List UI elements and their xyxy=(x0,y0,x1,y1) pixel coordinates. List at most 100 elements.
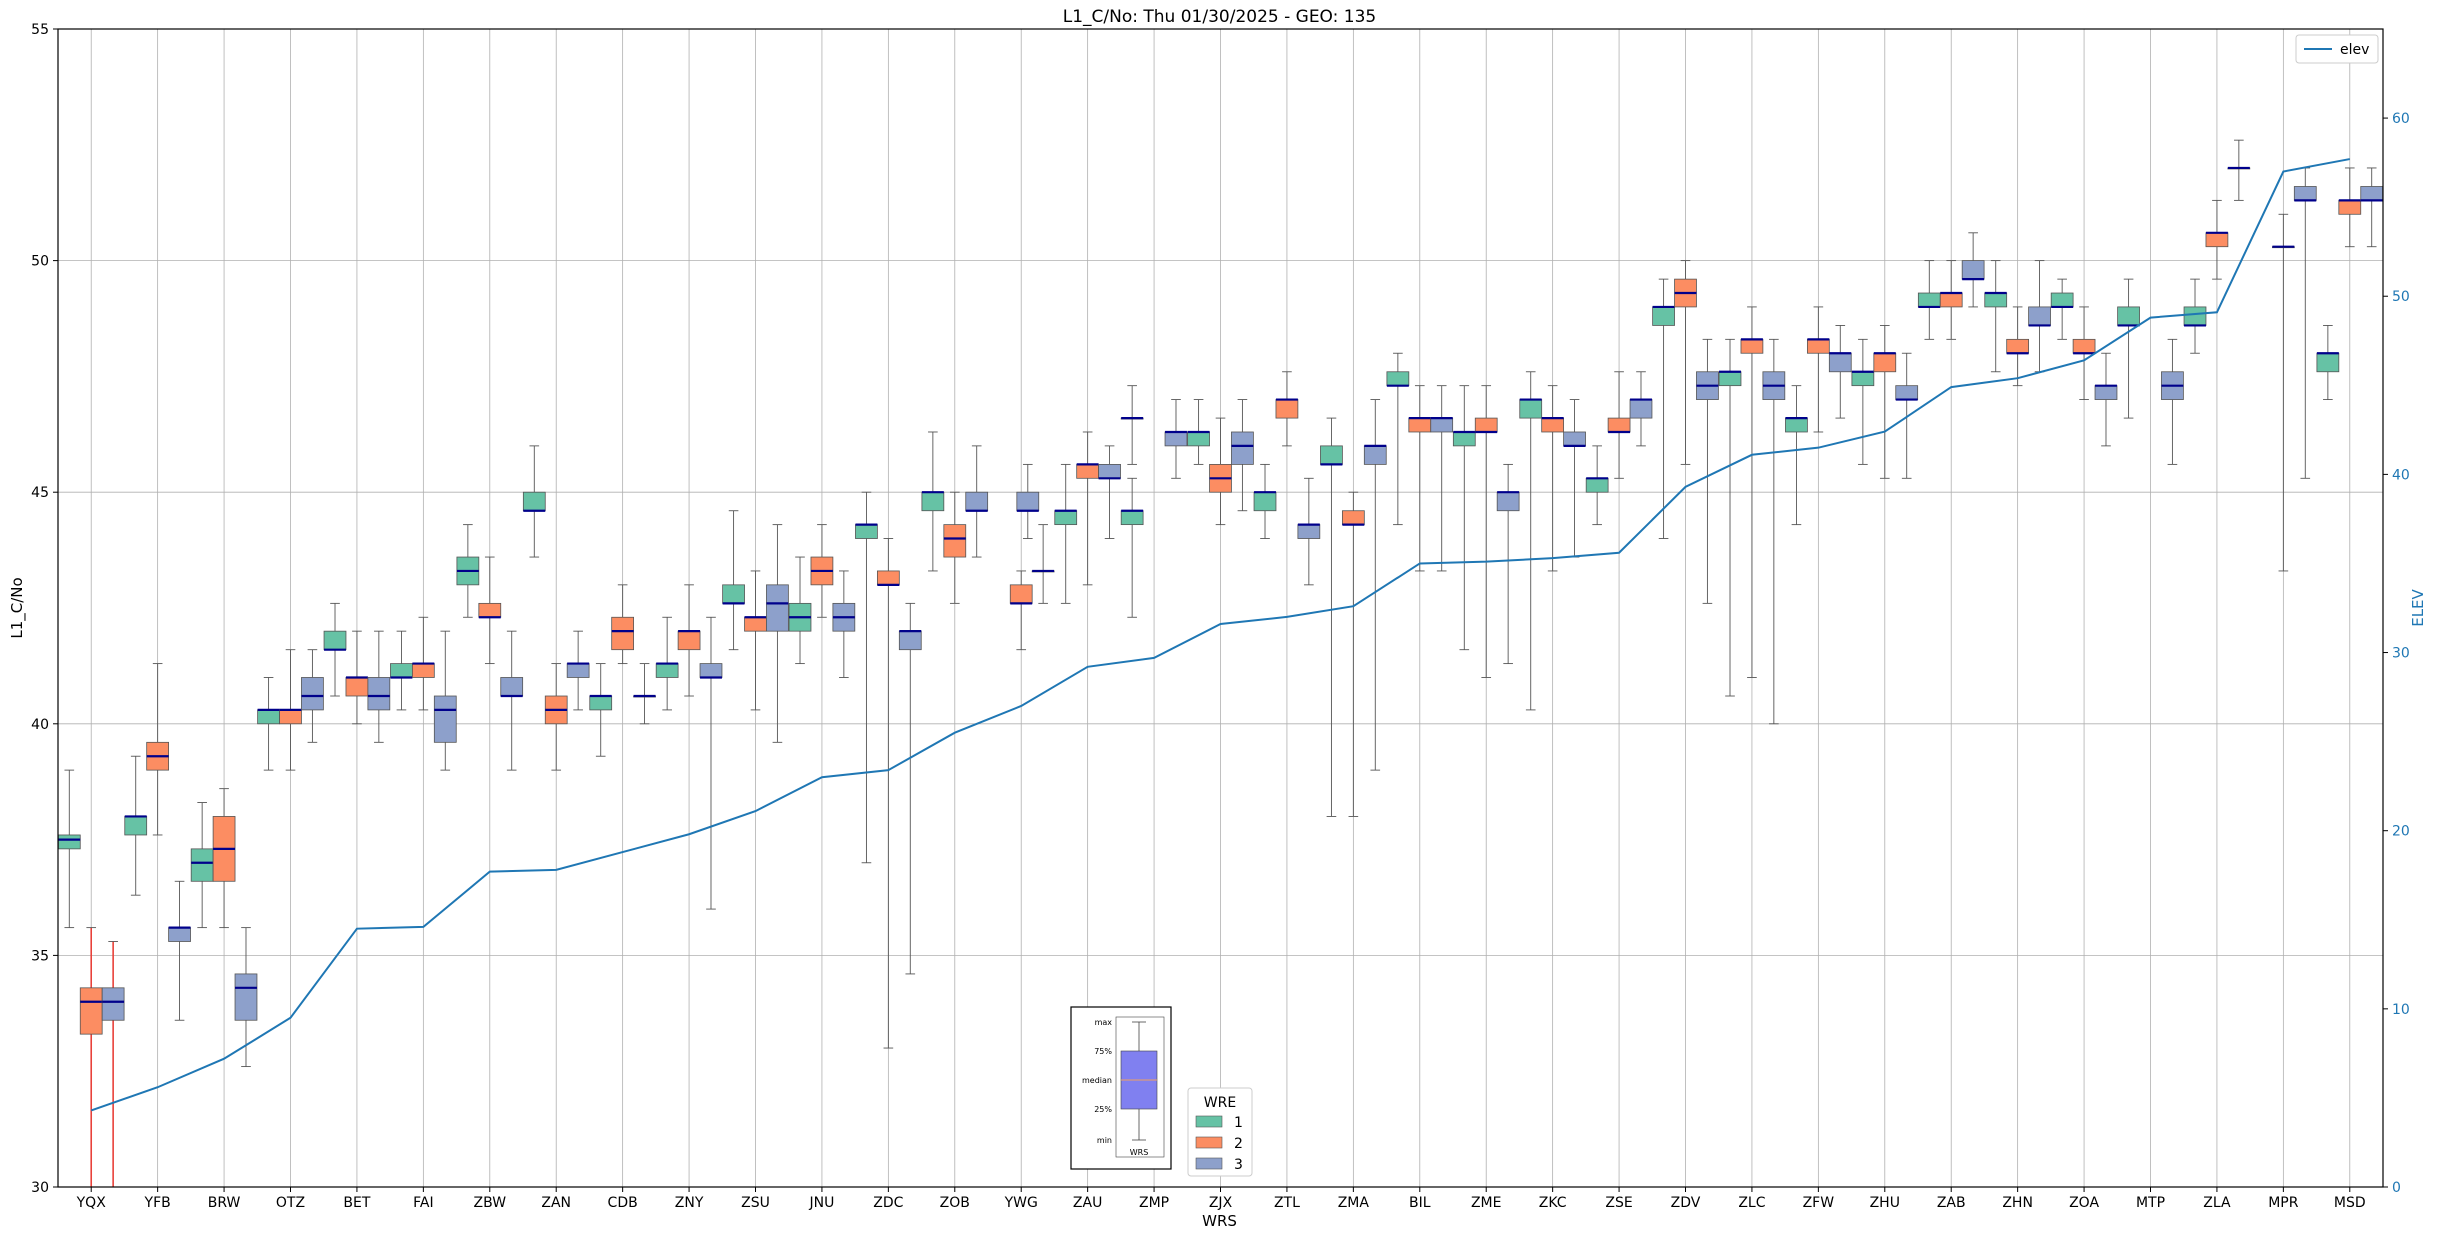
x-tick-label: ZDV xyxy=(1671,1195,1701,1211)
box-iqr xyxy=(279,709,302,725)
box-iqr xyxy=(500,677,524,697)
box-iqr xyxy=(744,616,767,632)
wre-legend-swatch-2 xyxy=(1195,1136,1223,1149)
box-iqr xyxy=(1231,431,1254,465)
box-iqr xyxy=(1408,417,1432,433)
box-iqr xyxy=(1895,385,1919,400)
x-tick-label: ZOB xyxy=(940,1195,970,1211)
x-tick-label: ZMA xyxy=(1338,1195,1370,1211)
box-iqr xyxy=(1120,510,1144,526)
wre-legend-label-1: 1 xyxy=(1234,1115,1243,1131)
x-tick-label: YFB xyxy=(144,1195,171,1211)
y2-tick-label: 30 xyxy=(2392,646,2410,662)
x-tick-label: JNU xyxy=(808,1195,834,1211)
x-tick-label: YQX xyxy=(76,1195,107,1211)
wre-legend-swatch-3 xyxy=(1195,1157,1223,1170)
box-iqr xyxy=(345,677,369,697)
box-iqr xyxy=(1563,431,1586,447)
box-iqr xyxy=(1496,491,1520,512)
box-iqr xyxy=(2338,199,2362,215)
box-iqr xyxy=(1098,464,1121,479)
box-iqr xyxy=(1341,510,1365,526)
box-iqr xyxy=(1851,371,1875,387)
box-iqr xyxy=(943,524,967,558)
x-tick-label: ZFW xyxy=(1803,1195,1835,1211)
box-iqr xyxy=(1474,417,1498,433)
y2-tick-label: 0 xyxy=(2392,1180,2401,1196)
box-iqr xyxy=(411,663,435,678)
grid-layer xyxy=(58,28,2383,1188)
box-iqr xyxy=(1585,477,1609,493)
x-tick-label: ZMP xyxy=(1139,1195,1169,1211)
x-tick-label: ZLA xyxy=(2203,1195,2231,1211)
y-tick-label: 50 xyxy=(31,254,49,270)
box-iqr xyxy=(1740,338,1764,354)
box-iqr xyxy=(190,848,214,882)
y-tick-label: 30 xyxy=(31,1180,49,1196)
box-iqr xyxy=(1917,292,1941,308)
box-iqr xyxy=(965,491,989,512)
box-iqr xyxy=(2050,292,2074,308)
y-axis-title: L1_C/No xyxy=(8,577,27,638)
box-iqr xyxy=(1984,292,2008,308)
x-axis-title: WRS xyxy=(1202,1212,1237,1230)
box-iqr xyxy=(766,584,789,632)
wre-legend-title: WRE xyxy=(1204,1095,1236,1111)
x-tick-label: BRW xyxy=(208,1195,241,1211)
box-iqr xyxy=(2360,186,2384,201)
box-iqr xyxy=(1363,445,1387,465)
x-tick-label: MPR xyxy=(2268,1195,2299,1211)
box-layer xyxy=(57,139,2384,1187)
box-iqr xyxy=(1629,399,1653,419)
box-iqr xyxy=(234,973,258,1021)
box-iqr xyxy=(57,834,81,850)
box-iqr xyxy=(367,677,391,711)
box-key-label-min: min xyxy=(1097,1136,1112,1145)
box-iqr xyxy=(1076,464,1100,479)
wre-legend-frame xyxy=(1187,1087,1253,1177)
box-iqr xyxy=(1054,510,1078,526)
box-iqr xyxy=(1718,371,1742,387)
y-tick-label: 40 xyxy=(31,717,49,733)
box-iqr xyxy=(566,663,590,678)
box-iqr xyxy=(1961,260,1985,280)
box-iqr xyxy=(1164,431,1188,447)
box-iqr xyxy=(522,491,546,512)
y2-tick-label: 40 xyxy=(2392,467,2410,483)
elev-legend: elev xyxy=(2295,34,2379,64)
x-tick-label: ZHU xyxy=(1870,1195,1900,1211)
elev-line xyxy=(90,158,2350,1112)
x-tick-label: ZAU xyxy=(1073,1195,1102,1211)
box-iqr xyxy=(257,709,280,725)
box-key-inner-frame xyxy=(1115,1016,1165,1158)
box-iqr xyxy=(855,524,878,539)
x-tick-label: ZNY xyxy=(675,1195,704,1211)
box-key-label-q1: 25% xyxy=(1094,1105,1112,1114)
box-iqr xyxy=(1652,306,1675,326)
y-tick-label: 35 xyxy=(31,948,49,964)
box-iqr xyxy=(898,630,922,651)
box-iqr xyxy=(101,987,125,1021)
box-iqr xyxy=(921,491,945,512)
box-iqr xyxy=(1939,292,1963,308)
y2-tick-label: 50 xyxy=(2392,289,2410,305)
x-tick-label: ZTL xyxy=(1274,1195,1300,1211)
elev-legend-label: elev xyxy=(2340,42,2369,58)
box-iqr xyxy=(611,616,635,651)
box-iqr xyxy=(124,816,148,836)
box-iqr xyxy=(1187,431,1210,447)
box-key-inset: max 75% median 25% min WRS xyxy=(1070,1006,1172,1170)
x-tick-label: ZJX xyxy=(1209,1195,1233,1211)
wre-legend: WRE 1 2 3 xyxy=(1187,1087,1253,1177)
box-iqr xyxy=(589,695,613,711)
y-tick-label: 45 xyxy=(31,485,49,501)
box-iqr xyxy=(1607,417,1631,433)
box-iqr xyxy=(478,602,502,618)
y2-tick-label: 60 xyxy=(2392,111,2410,127)
box-iqr xyxy=(2094,385,2118,400)
box-iqr xyxy=(1430,417,1454,433)
box-iqr xyxy=(1386,371,1410,387)
axis-layer: YQX YFB BRW OTZ BET FAI ZBW ZAN CDB ZNY ZSU JNU ZDC Z… xyxy=(31,22,2410,1211)
box-iqr xyxy=(2117,306,2140,326)
